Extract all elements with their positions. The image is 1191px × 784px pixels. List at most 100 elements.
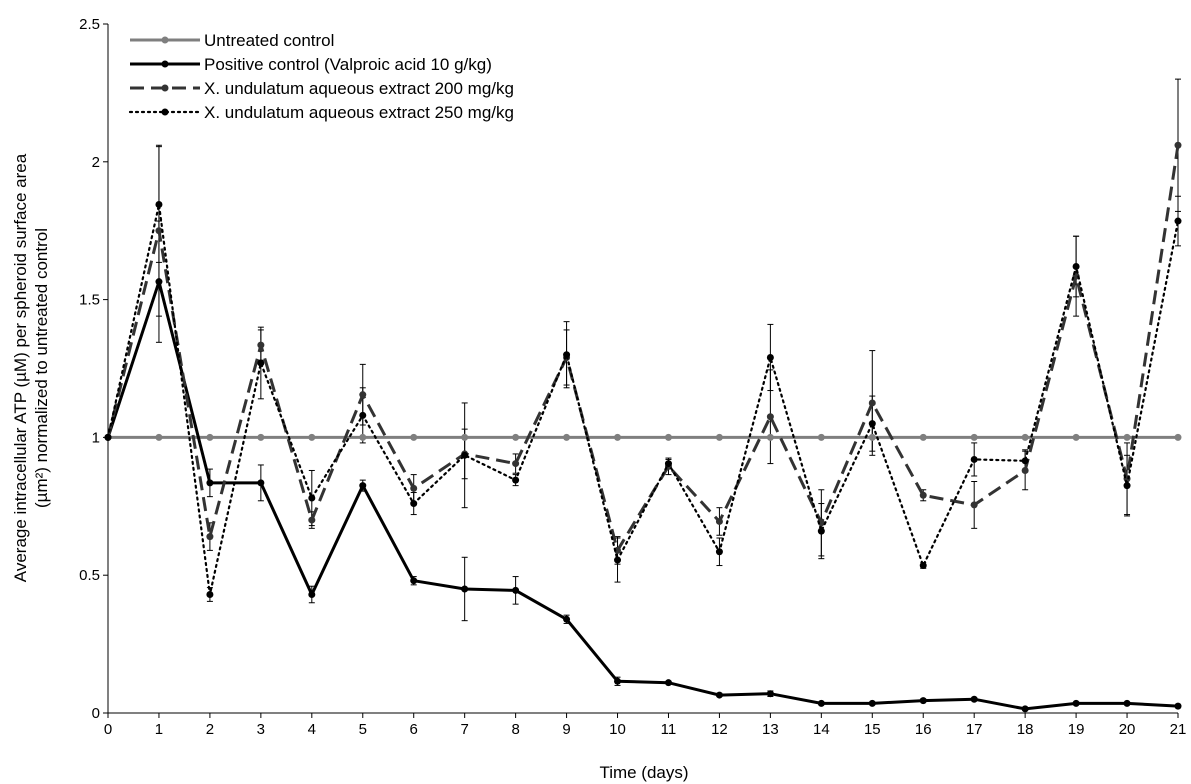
data-point xyxy=(1021,705,1029,713)
data-point xyxy=(155,278,163,286)
x-tick-label: 11 xyxy=(661,721,677,738)
data-point xyxy=(664,460,672,468)
data-point xyxy=(919,433,927,441)
x-tick-label: 8 xyxy=(511,721,519,738)
legend: Untreated control Positive control (Valpr… xyxy=(128,31,514,122)
data-point xyxy=(206,590,214,598)
y-tick-label: 1 xyxy=(92,429,100,446)
data-point xyxy=(155,433,163,441)
data-point xyxy=(970,455,978,463)
x-tick-label: 1 xyxy=(155,721,163,738)
data-point xyxy=(715,691,723,699)
data-point xyxy=(1072,699,1080,707)
data-point xyxy=(970,501,978,509)
data-point xyxy=(970,695,978,703)
data-point xyxy=(563,351,571,359)
data-point xyxy=(715,433,723,441)
data-point xyxy=(1174,433,1182,441)
data-point xyxy=(257,359,265,367)
x-tick-label: 21 xyxy=(1170,721,1187,738)
data-point xyxy=(868,420,876,428)
data-point xyxy=(1072,433,1080,441)
data-point xyxy=(1123,699,1131,707)
data-point xyxy=(308,494,316,502)
x-tick-label: 17 xyxy=(966,721,983,738)
data-point xyxy=(308,516,316,524)
y-tick-label: 0.5 xyxy=(79,567,100,584)
y-tick-label: 0 xyxy=(92,705,100,722)
legend-label-4: X. undulatum aqueous extract 250 mg/kg xyxy=(204,103,514,122)
data-point xyxy=(817,519,825,527)
data-point xyxy=(1123,433,1131,441)
y-axis-title-line2: (µm²) normalized to untreated control xyxy=(32,228,51,508)
data-point xyxy=(410,500,418,508)
data-point xyxy=(410,577,418,585)
legend-marker xyxy=(161,60,169,68)
legend-label-1: Untreated control xyxy=(204,31,334,50)
data-point xyxy=(512,433,520,441)
data-point xyxy=(563,615,571,623)
data-point xyxy=(512,476,520,484)
x-tick-label: 16 xyxy=(915,721,932,738)
data-point xyxy=(1123,482,1131,490)
data-point xyxy=(308,433,316,441)
x-axis-title: Time (days) xyxy=(599,763,688,782)
x-tick-label: 19 xyxy=(1068,721,1085,738)
error-bars-layer xyxy=(155,78,1181,711)
data-point xyxy=(919,491,927,499)
legend-marker xyxy=(161,84,169,92)
x-tick-label: 9 xyxy=(562,721,570,738)
data-point xyxy=(257,479,265,487)
data-point xyxy=(614,433,622,441)
data-point xyxy=(461,451,469,459)
data-point xyxy=(817,433,825,441)
data-point xyxy=(461,433,469,441)
legend-marker xyxy=(161,36,169,44)
legend-label-3: X. undulatum aqueous extract 200 mg/kg xyxy=(204,79,514,98)
data-point xyxy=(257,433,265,441)
data-point xyxy=(410,433,418,441)
y-tick-label: 2 xyxy=(92,154,100,171)
data-point xyxy=(512,586,520,594)
legend-label-2: Positive control (Valproic acid 10 g/kg) xyxy=(204,55,492,74)
data-point xyxy=(1174,702,1182,710)
data-point xyxy=(614,556,622,564)
x-tick-label: 15 xyxy=(864,721,881,738)
data-point xyxy=(1174,141,1182,149)
series-line-2 xyxy=(106,276,1179,711)
data-point xyxy=(868,433,876,441)
data-point xyxy=(1021,457,1029,465)
data-point xyxy=(206,479,214,487)
data-point xyxy=(817,527,825,535)
legend-marker xyxy=(161,108,169,116)
data-point xyxy=(359,433,367,441)
data-point xyxy=(664,679,672,687)
x-tick-label: 6 xyxy=(410,721,418,738)
data-point xyxy=(715,517,723,525)
data-point xyxy=(766,690,774,698)
data-point xyxy=(359,482,367,490)
data-point xyxy=(1072,263,1080,271)
data-point xyxy=(766,353,774,361)
y-tick-label: 2.5 xyxy=(79,16,100,33)
data-point xyxy=(817,699,825,707)
series-line-3 xyxy=(106,145,1180,555)
x-tick-label: 20 xyxy=(1119,721,1136,738)
data-point xyxy=(206,433,214,441)
data-point xyxy=(614,677,622,685)
x-tick-label: 5 xyxy=(359,721,367,738)
data-point xyxy=(919,697,927,705)
data-point xyxy=(919,562,927,570)
data-point xyxy=(664,433,672,441)
data-point xyxy=(563,433,571,441)
tick-layer: 0 1 2 3 4 5 6 7 8 9 10 11 12 13 14 15 16 17 18 19 20 2100.511… xyxy=(79,16,1186,738)
x-tick-label: 2 xyxy=(206,721,214,738)
x-tick-label: 3 xyxy=(257,721,265,738)
x-tick-label: 14 xyxy=(813,721,830,738)
data-point xyxy=(1021,433,1029,441)
data-point xyxy=(766,433,774,441)
data-point xyxy=(359,411,367,419)
x-tick-label: 13 xyxy=(762,721,779,738)
data-point xyxy=(868,399,876,407)
